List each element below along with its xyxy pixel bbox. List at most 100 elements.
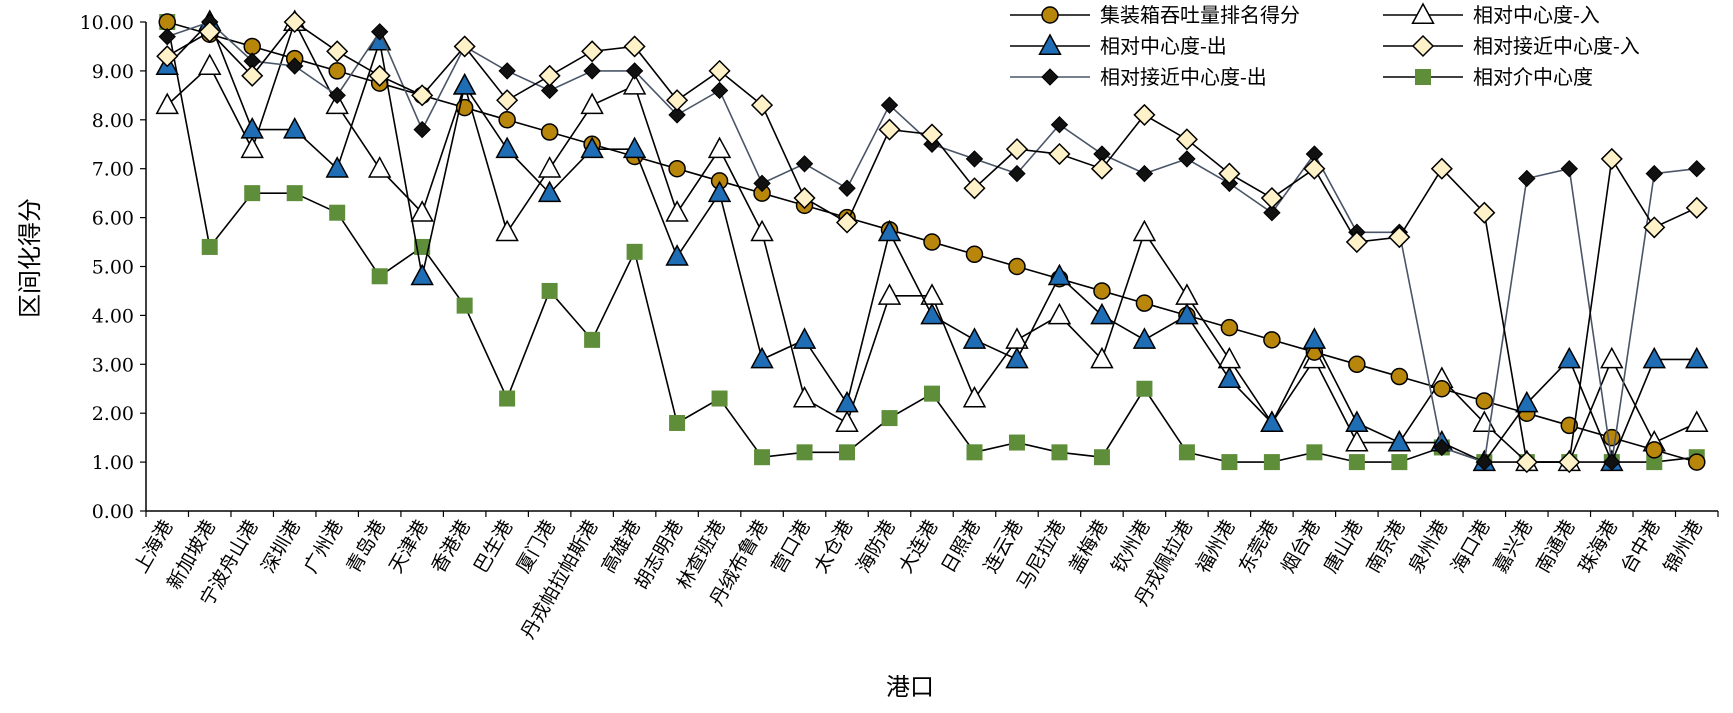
data-point — [537, 156, 562, 178]
data-point — [1473, 201, 1496, 224]
data-point — [496, 89, 519, 112]
data-point — [1688, 453, 1706, 471]
data-point — [1050, 115, 1069, 134]
y-tick-label: 6.00 — [92, 208, 134, 230]
y-tick-label: 2.00 — [92, 403, 134, 425]
data-point — [623, 35, 646, 58]
data-point — [750, 94, 774, 117]
y-tick-label: 1.00 — [92, 452, 134, 474]
data-point — [1600, 147, 1623, 170]
data-point — [1515, 390, 1539, 413]
data-point — [1260, 186, 1283, 210]
legend-item-0: 集装箱吞吐量排名得分 — [1010, 3, 1300, 27]
data-point — [668, 106, 686, 124]
legend-label: 相对中心度-入 — [1473, 3, 1600, 27]
data-point — [286, 185, 303, 202]
data-point — [750, 219, 774, 242]
x-tick-label: 烟台港 — [1277, 517, 1325, 577]
data-point — [1008, 257, 1026, 276]
x-tick-label: 东莞港 — [1235, 517, 1283, 577]
y-tick-label: 9.00 — [92, 61, 134, 83]
data-point — [1132, 219, 1157, 242]
data-point — [1345, 429, 1369, 452]
data-point — [328, 62, 346, 80]
data-point — [1603, 428, 1621, 447]
data-point — [1391, 454, 1408, 471]
y-tick-label: 3.00 — [92, 354, 134, 376]
data-point — [1433, 380, 1451, 398]
data-point — [835, 211, 859, 234]
data-point — [962, 327, 987, 349]
data-point — [878, 118, 901, 141]
data-point — [1475, 453, 1494, 471]
data-point — [1093, 282, 1111, 300]
data-point — [1260, 410, 1284, 432]
data-point — [710, 81, 729, 100]
data-point — [877, 283, 902, 305]
data-point — [920, 123, 944, 146]
data-point — [1263, 204, 1281, 222]
data-point — [158, 27, 176, 46]
data-point — [1515, 451, 1538, 474]
legend-item-4: 相对接近中心度-出 — [1010, 65, 1267, 89]
data-point — [1221, 454, 1238, 471]
data-point — [707, 180, 732, 203]
data-point — [1047, 302, 1072, 325]
chart-axes: 0.00 1.00 2.00 3.00 4.00 5.00 6.00 7.00 8.00 9.00… — [80, 12, 1719, 643]
x-axis-title: 港口 — [886, 673, 934, 701]
data-point — [796, 444, 813, 461]
x-tick-label: 海防港 — [852, 517, 900, 577]
data-point — [1518, 169, 1536, 188]
data-point — [1263, 454, 1280, 471]
data-point — [244, 185, 261, 202]
y-tick-label: 4.00 — [92, 305, 134, 327]
data-point — [371, 268, 388, 285]
data-point — [1136, 380, 1153, 397]
x-tick-label: 香港港 — [427, 517, 475, 577]
data-point — [795, 155, 814, 173]
data-point — [456, 297, 473, 314]
data-point — [1645, 441, 1664, 459]
data-point — [1348, 454, 1365, 471]
data-point — [839, 444, 856, 461]
data-point — [707, 136, 732, 159]
data-point — [498, 111, 516, 129]
data-point — [1430, 157, 1453, 180]
data-point — [1005, 138, 1029, 161]
y-tick-label: 7.00 — [92, 159, 134, 181]
data-point — [1433, 438, 1451, 457]
data-point — [666, 89, 689, 112]
x-tick-label: 珠海港 — [1575, 517, 1623, 577]
data-point — [1642, 346, 1666, 369]
data-point — [283, 10, 306, 34]
x-tick-label: 营口港 — [767, 517, 815, 577]
data-point — [923, 233, 941, 251]
x-tick-label: 青岛港 — [342, 517, 390, 577]
data-point — [1600, 346, 1624, 369]
data-point — [835, 390, 859, 413]
data-point — [1303, 157, 1326, 180]
legend-label: 相对接近中心度-出 — [1100, 65, 1267, 89]
y-tick-label: 5.00 — [92, 257, 134, 279]
data-point — [1175, 128, 1198, 151]
y-tick-label: 10.00 — [80, 12, 134, 34]
x-tick-label: 南通港 — [1532, 517, 1580, 577]
data-point — [325, 156, 349, 178]
data-point — [622, 72, 647, 95]
data-point — [1135, 294, 1154, 312]
data-point — [1415, 69, 1431, 85]
x-tick-label: 泉州港 — [1405, 517, 1453, 577]
data-point — [963, 177, 986, 200]
x-tick-label: 大连港 — [895, 517, 943, 577]
series-5 — [159, 14, 1705, 471]
data-point — [1411, 34, 1435, 58]
data-point — [1090, 157, 1114, 180]
data-point — [668, 159, 686, 178]
data-point — [962, 385, 987, 408]
data-point — [158, 13, 176, 31]
data-point — [1133, 103, 1156, 126]
data-point — [156, 45, 179, 68]
data-point — [537, 180, 562, 203]
x-tick-label: 盖梅港 — [1065, 517, 1113, 577]
